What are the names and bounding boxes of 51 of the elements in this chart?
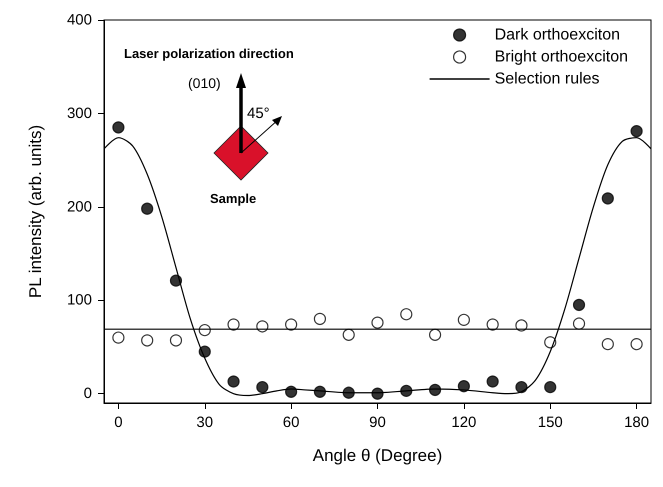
x-axis-title: Angle θ (Degree) [312, 446, 442, 465]
point [544, 381, 556, 394]
y-tick-label: 200 [66, 198, 92, 216]
point [227, 318, 240, 331]
point [630, 338, 643, 350]
point [112, 121, 124, 134]
x-tick-label: 60 [282, 414, 300, 431]
point [630, 125, 643, 138]
point [141, 334, 154, 347]
point [486, 375, 499, 388]
y-tick-label: 400 [66, 12, 92, 28]
point [314, 312, 326, 326]
point [515, 381, 528, 394]
y-tick-label: 100 [66, 292, 92, 309]
x-tick-label: 30 [196, 414, 214, 431]
x-tick-label: 180 [624, 414, 650, 431]
point [458, 314, 470, 326]
point [371, 316, 384, 329]
point [112, 332, 124, 344]
point [170, 334, 182, 347]
annotation: 45° [247, 105, 270, 122]
annotation: Laser polarization direction [124, 46, 294, 61]
legend-label: Bright orthoexciton [494, 48, 628, 66]
y-tick-label: 300 [66, 104, 92, 122]
point [227, 375, 240, 388]
point [400, 308, 412, 320]
annotation: (010) [188, 75, 221, 91]
x-tick-label: 90 [369, 414, 386, 431]
point [572, 298, 586, 312]
point [428, 384, 442, 396]
x-tick-label: 150 [538, 414, 563, 431]
point [170, 274, 182, 287]
point [141, 202, 154, 215]
point [572, 318, 586, 330]
point [486, 318, 499, 331]
y-axis-title: PL intensity (arb. units) [26, 124, 45, 298]
point [342, 328, 355, 341]
point [428, 328, 442, 341]
annotation: Sample [210, 191, 256, 206]
point [256, 381, 268, 394]
point [458, 380, 470, 392]
point [285, 386, 298, 398]
point [285, 318, 298, 331]
legend-label: Selection rules [494, 70, 600, 88]
point [602, 192, 614, 205]
x-tick-label: 120 [451, 414, 476, 431]
point [198, 346, 211, 358]
point [602, 338, 614, 350]
y-tick-label: 0 [84, 385, 92, 402]
legend-label: Dark orthoexciton [494, 26, 620, 44]
x-tick-label: 0 [114, 414, 123, 431]
